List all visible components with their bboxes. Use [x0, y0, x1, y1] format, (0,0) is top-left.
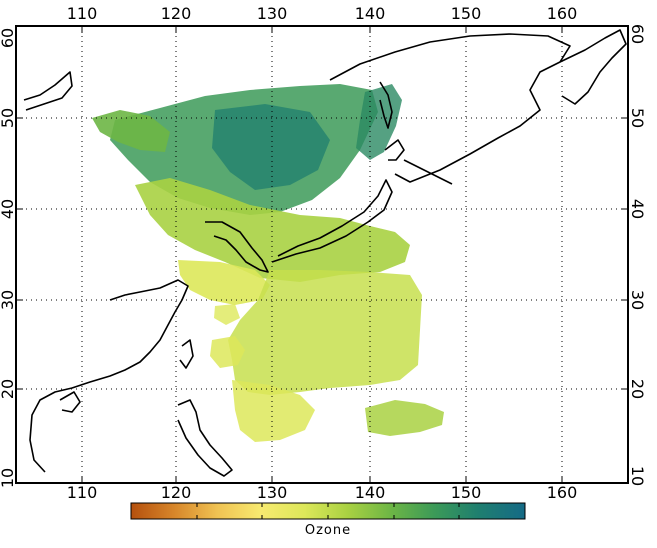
coastline-taiwan	[179, 339, 194, 369]
colorbar-label: Ozone	[305, 523, 351, 538]
ozone-swath-northwest	[92, 110, 170, 152]
lon-label-bottom-120: 120	[161, 483, 192, 502]
lat-label-right-10: 10	[628, 466, 647, 486]
ozone-swath-south-main	[228, 270, 422, 395]
coastline-sakhalin	[379, 81, 393, 129]
lat-label-left-50: 50	[0, 108, 17, 128]
coastline-kamchatka	[559, 29, 627, 105]
lon-label-bottom-150: 150	[451, 483, 482, 502]
lon-label-bottom-110: 110	[67, 483, 98, 502]
lat-label-right-60: 60	[628, 24, 647, 44]
ozone-swath-center	[135, 178, 410, 282]
coastline-china	[23, 71, 73, 111]
lon-label-top-110: 110	[67, 4, 98, 23]
ozone-swath-south-east	[365, 400, 444, 436]
ozone-data-layer	[92, 84, 444, 442]
lat-label-left-60: 60	[0, 28, 17, 48]
lon-label-top-150: 150	[451, 4, 482, 23]
lat-label-right-30: 30	[628, 290, 647, 310]
coastline-china-east	[29, 279, 189, 473]
lon-label-top-120: 120	[161, 4, 192, 23]
coastline-japan	[271, 179, 393, 263]
lat-label-right-50: 50	[628, 108, 647, 128]
ozone-swath-yellow-sea	[178, 260, 270, 305]
lon-label-bottom-130: 130	[257, 483, 288, 502]
lon-label-bottom-140: 140	[355, 483, 386, 502]
lat-labels-left: 10 20 30 40 50 60	[0, 28, 17, 488]
coastline-siberia	[329, 33, 571, 183]
ozone-swath-manchuria	[212, 104, 330, 190]
ozone-swath-south-west	[210, 336, 245, 368]
lat-lon-grid	[16, 26, 628, 483]
ozone-swath-far-southwest	[214, 304, 240, 325]
coastline-luzon	[177, 399, 233, 477]
lon-label-top-160: 160	[547, 4, 578, 23]
lat-label-right-40: 40	[628, 199, 647, 219]
coastlines	[23, 29, 627, 477]
lat-label-left-30: 30	[0, 290, 17, 310]
lat-label-left-20: 20	[0, 379, 17, 399]
coastline-hokkaido	[384, 139, 405, 161]
lon-labels-bottom: 110 120 130 140 150 160	[67, 483, 578, 502]
lon-labels-top: 110 120 130 140 150 160	[67, 4, 578, 23]
lat-label-left-40: 40	[0, 199, 17, 219]
lat-label-left-10: 10	[0, 468, 17, 488]
coastline-korea	[205, 221, 269, 273]
lon-label-top-130: 130	[257, 4, 288, 23]
lat-labels-right: 10 20 30 40 50 60	[628, 24, 647, 486]
coastline-hainan	[59, 391, 81, 413]
coastline-kuril	[403, 159, 453, 185]
colorbar-ticks	[196, 503, 460, 519]
lon-label-top-140: 140	[355, 4, 386, 23]
lon-label-bottom-160: 160	[547, 483, 578, 502]
ozone-swath-south-low	[232, 380, 315, 442]
lat-label-right-20: 20	[628, 379, 647, 399]
colorbar: Ozone	[130, 502, 526, 538]
frame-ticks	[16, 26, 628, 483]
